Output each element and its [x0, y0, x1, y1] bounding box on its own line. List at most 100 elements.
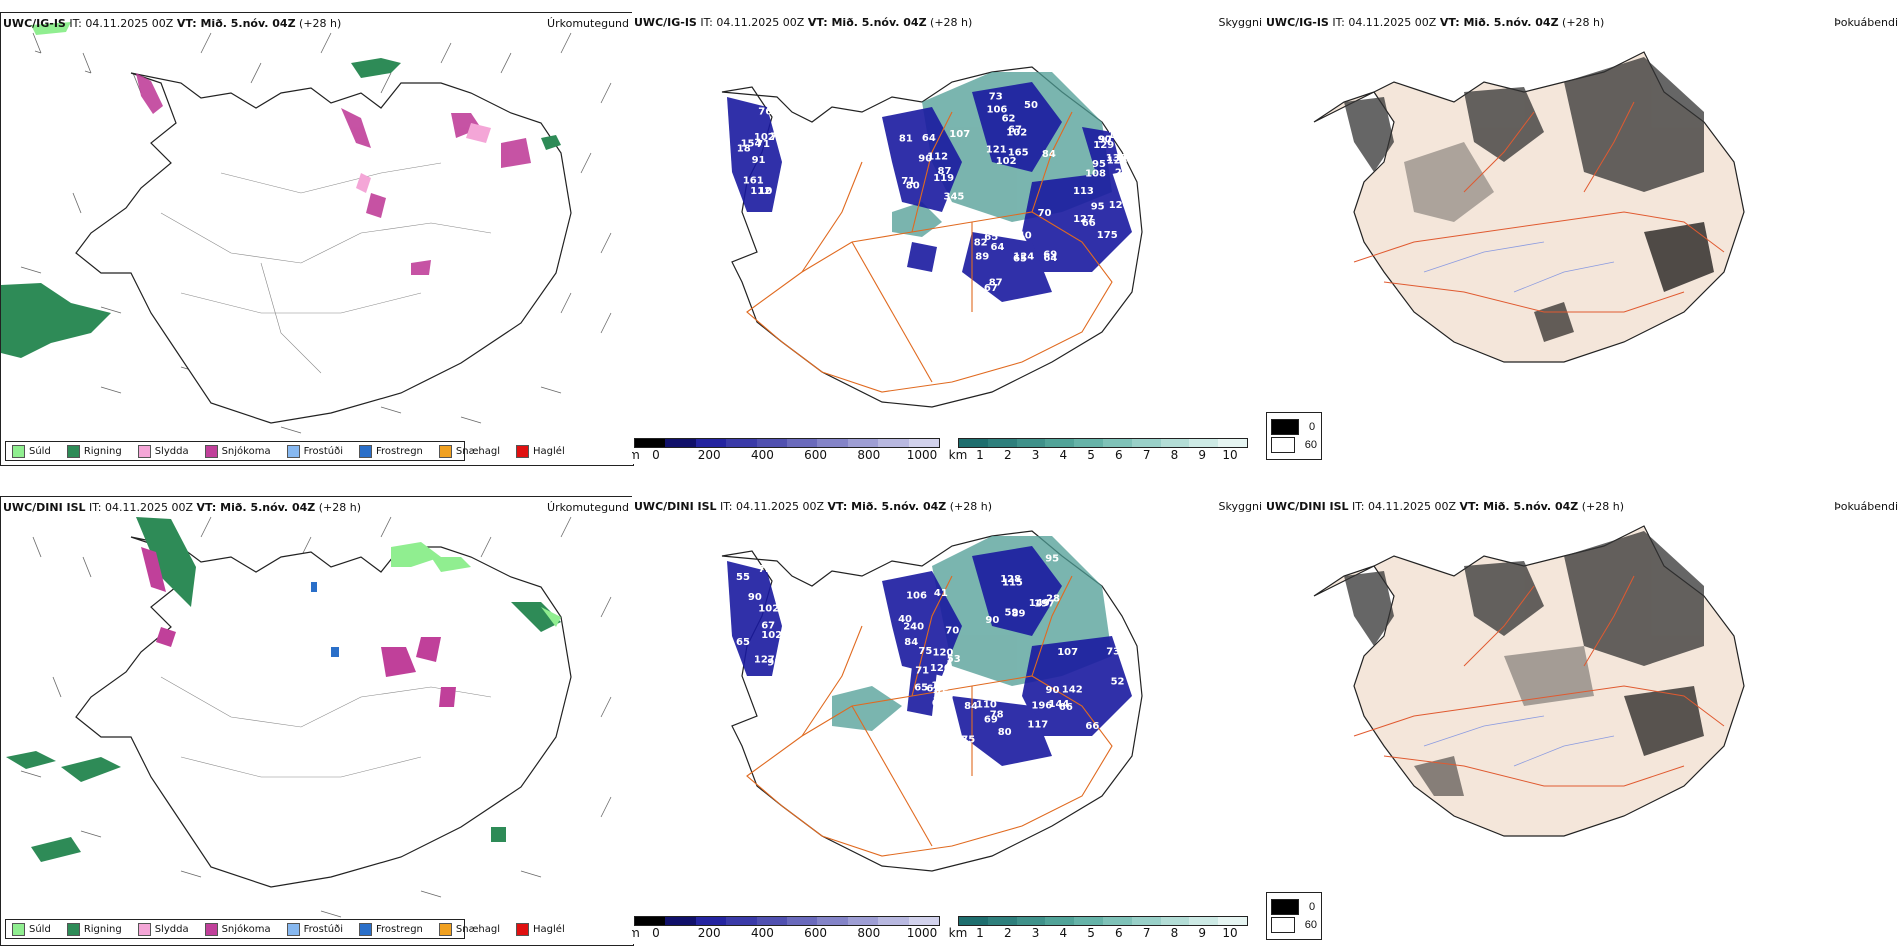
cloud-legend-label: 0 — [1309, 421, 1316, 433]
visibility-value-label: 59 — [1005, 608, 1019, 619]
visibility-value-label: 106 — [906, 590, 927, 601]
legend-label: Frostregn — [376, 445, 423, 457]
wind-barbs — [20, 516, 612, 918]
iceland-coast — [75, 536, 572, 888]
colorbar-tick: 400 — [750, 926, 774, 940]
visibility-value-label: 175 — [1097, 230, 1118, 241]
colorbar-tick: 600 — [804, 448, 828, 462]
colorbar-tick: 5 — [1087, 926, 1095, 940]
visibility-value-label: 70 — [945, 626, 959, 637]
colorbar-tick: 8 — [1170, 926, 1179, 940]
colorbar-tick: 3 — [1031, 448, 1040, 462]
legend-item: Snjókoma — [204, 922, 271, 936]
panel-title: Skyggni — [1218, 500, 1262, 513]
panel-header: UWC/DINI ISL IT: 04.11.2025 00Z VT: Mið.… — [1266, 500, 1624, 513]
visibility-value-label: 120 — [1109, 200, 1130, 211]
cloud-legend: 0 60 — [1266, 412, 1322, 460]
panel-header: UWC/DINI ISL IT: 04.11.2025 00Z VT: Mið.… — [3, 501, 361, 514]
colorbar-tick: 10 — [1222, 926, 1238, 940]
legend-label: Slydda — [154, 445, 189, 457]
visibility-value-label: 71 — [901, 176, 915, 187]
visibility-value-label: 91 — [767, 658, 781, 669]
colorbar-tick: 0 — [652, 926, 660, 940]
visibility-value-label: 102 — [761, 630, 782, 641]
visibility-panel-row1: 91 81 67 69 124 95 76 64 50 66 65 24 18 107 102 95 67 90 1… — [632, 12, 1264, 464]
visibility-value-label: 69 — [984, 714, 998, 725]
colorbar-tick: 9 — [1198, 448, 1207, 462]
legend-swatch — [12, 444, 25, 458]
rivers — [1423, 715, 1615, 767]
colorbar-tick: 200 — [697, 926, 721, 940]
visibility-value-label: 129 — [1093, 140, 1114, 151]
visibility-value-label: 50 — [1024, 100, 1038, 111]
precip-legend: Súld Rigning Slydda Snjókoma Frostúði Frostre… — [5, 919, 565, 939]
cloud-legend-swatch — [1271, 899, 1299, 915]
visibility-value-label: 196 — [1031, 701, 1052, 712]
legend-item: Frostregn — [359, 444, 423, 458]
visibility-value-label: 154 — [741, 138, 762, 149]
legend-swatch — [12, 922, 25, 936]
legend-label: Haglél — [533, 445, 565, 457]
visibility-value-label: 75 — [918, 646, 932, 657]
drizzle-areas — [391, 542, 561, 627]
visibility-value-label: 64 — [991, 242, 1005, 253]
cloud-panel-row2: UWC/DINI ISL IT: 04.11.2025 00Z VT: Mið.… — [1264, 496, 1900, 944]
rain-areas — [6, 517, 561, 862]
fog-dark — [1344, 57, 1714, 342]
legend-item: Rigning — [66, 444, 122, 458]
legend-label: Snjókoma — [221, 445, 271, 457]
visibility-value-label: 124 — [1013, 252, 1034, 263]
panel-header: UWC/DINI ISL IT: 04.11.2025 00Z VT: Mið.… — [634, 500, 992, 513]
visibility-colorbar: km 1 2 3 4 5 6 7 8 9 10 — [949, 438, 1248, 462]
visibility-value-label: 89 — [1012, 609, 1026, 620]
legend-item: Frostúði — [286, 922, 343, 936]
visibility-value-label: 121 — [986, 145, 1007, 156]
colorbar-tick: 7 — [1142, 926, 1151, 940]
visibility-value-label: 90 — [985, 615, 999, 626]
colorbar-tick: 4 — [1059, 448, 1068, 462]
visibility-panel-row2: 67 70 90 107 78 63 65 41 128 66 84 65 55 53 59 52 80 69 90… — [632, 496, 1264, 944]
visibility-value-label: 197 — [1034, 599, 1055, 610]
visibility-value-label: 140 — [1011, 230, 1032, 241]
legend-item: Haglél — [516, 444, 565, 458]
cloud-legend-row: 0 — [1271, 899, 1317, 915]
visibility-value-label: 152 — [931, 681, 952, 692]
cloud-map — [1313, 51, 1745, 363]
visibility-value-label: 127 — [754, 654, 775, 665]
legend-swatch — [438, 922, 452, 936]
visibility-value-label: 91 — [752, 155, 766, 166]
visibility-value-label: 72 — [758, 564, 772, 575]
colorbar-tick: 2 — [1003, 926, 1012, 940]
legend-item: Súld — [12, 444, 51, 458]
legend-swatch — [66, 922, 80, 936]
colorbar-tick: 2 — [1003, 448, 1012, 462]
precip-legend: Súld Rigning Slydda Snjókoma Frostúði Frostre… — [5, 441, 565, 461]
legend-label: Rigning — [83, 923, 122, 935]
panel-header: UWC/IG-IS IT: 04.11.2025 00Z VT: Mið. 5.… — [3, 17, 342, 30]
snow-areas — [141, 547, 456, 707]
rivers — [1423, 241, 1615, 293]
panel-header: UWC/IG-IS IT: 04.11.2025 00Z VT: Mið. 5.… — [1266, 16, 1605, 29]
visibility-colorbar: km 1 2 3 4 5 6 7 8 9 10 — [949, 916, 1248, 940]
colorbar-tick: 1000 — [906, 448, 938, 462]
colorbar-tick: 600 — [804, 926, 828, 940]
colorbar-tick: 3 — [1031, 926, 1040, 940]
legend-label: Snjókoma — [221, 923, 271, 935]
legend-item: Frostregn — [359, 922, 423, 936]
legend-label: Frostregn — [376, 923, 423, 935]
colorbar-tick: 6 — [1115, 448, 1123, 462]
precip-map — [6, 516, 612, 918]
visibility-value-label: 65 — [914, 683, 928, 694]
visibility-value-label: 64 — [922, 133, 936, 144]
freezing-rain-areas — [311, 582, 339, 657]
visibility-value-label: 24 — [1115, 168, 1129, 179]
altitude-colorbar: m 0 200 400 600 800 1000 — [632, 916, 940, 940]
visibility-value-label: 95 — [1091, 202, 1105, 213]
visibility-value-label: 113 — [1073, 186, 1094, 197]
colorbar-tick: 800 — [857, 448, 881, 462]
rain-areas — [1, 58, 561, 358]
visibility-value-label: 95 — [1092, 159, 1106, 170]
cloud-legend-label: 0 — [1309, 901, 1316, 913]
visibility-value-label: 81 — [899, 134, 913, 145]
